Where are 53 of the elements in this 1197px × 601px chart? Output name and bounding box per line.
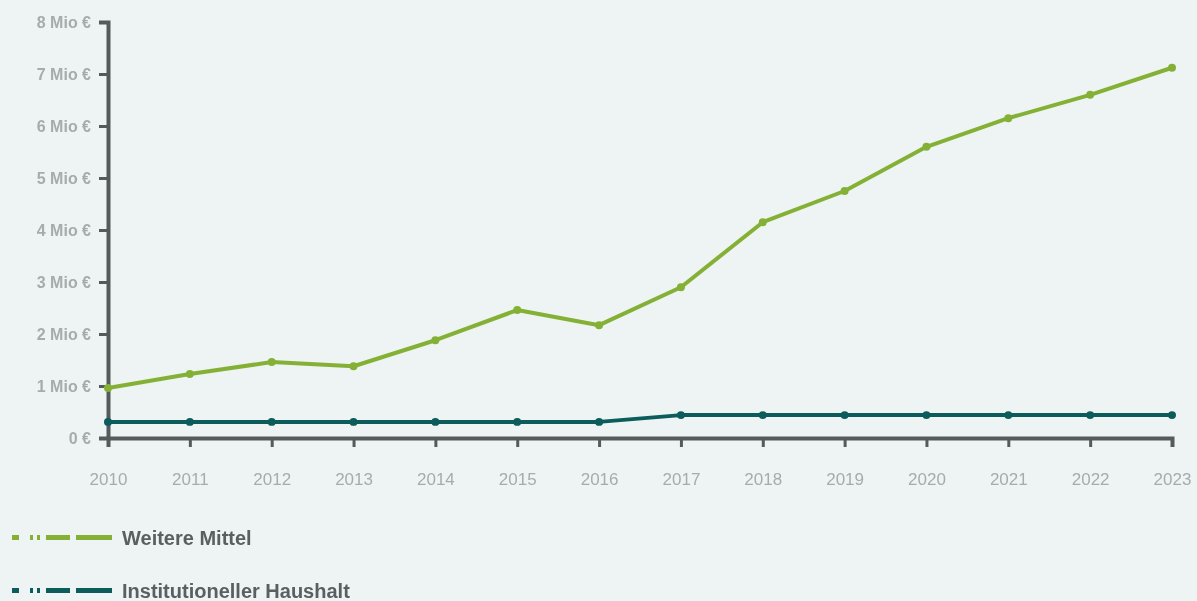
point bbox=[513, 417, 522, 426]
y-tick-label: 7 Mio € bbox=[36, 65, 92, 83]
point bbox=[922, 142, 931, 151]
x-tick-label: 2012 bbox=[253, 470, 292, 490]
point bbox=[431, 336, 440, 345]
point bbox=[104, 384, 112, 393]
y-tick-label: 5 Mio € bbox=[36, 169, 92, 187]
point bbox=[185, 370, 194, 379]
point bbox=[1004, 114, 1013, 123]
point bbox=[349, 417, 358, 426]
point bbox=[595, 321, 604, 330]
point bbox=[267, 358, 276, 367]
point bbox=[758, 411, 767, 420]
point bbox=[349, 362, 358, 371]
x-tick-label: 2023 bbox=[1153, 470, 1192, 490]
y-tick-label: 4 Mio € bbox=[36, 221, 92, 239]
x-tick-label: 2016 bbox=[580, 470, 619, 490]
legend-label: Weitere Mittel bbox=[122, 527, 252, 549]
y-tick-label: 8 Mio € bbox=[36, 13, 92, 31]
x-tick-label: 2018 bbox=[744, 470, 783, 490]
point bbox=[1168, 411, 1176, 420]
x-tick-label: 2021 bbox=[989, 470, 1028, 490]
x-tick-label: 2011 bbox=[172, 470, 209, 490]
point bbox=[267, 417, 276, 426]
y-tick-label: 3 Mio € bbox=[36, 273, 92, 291]
y-tick-label: 0 € bbox=[68, 429, 92, 447]
legend-label: Institutioneller Haushalt bbox=[122, 580, 351, 601]
point bbox=[595, 417, 604, 426]
point bbox=[676, 283, 685, 292]
y-tick-label: 2 Mio € bbox=[36, 325, 92, 343]
x-tick-label: 2019 bbox=[826, 470, 865, 490]
x-tick-label: 2015 bbox=[498, 470, 537, 490]
y-tick-label: 6 Mio € bbox=[36, 117, 92, 135]
x-tick-label: 2020 bbox=[908, 470, 946, 490]
x-tick-label: 2010 bbox=[89, 470, 128, 490]
x-tick-label: 2017 bbox=[662, 470, 701, 490]
y-tick-label: 1 Mio € bbox=[36, 377, 92, 395]
point bbox=[185, 417, 194, 426]
point bbox=[840, 411, 849, 420]
point bbox=[1168, 63, 1176, 72]
point bbox=[1004, 411, 1013, 420]
x-tick-label: 2014 bbox=[416, 470, 455, 490]
point bbox=[513, 306, 522, 315]
point bbox=[431, 417, 440, 426]
point bbox=[1086, 90, 1095, 99]
point bbox=[922, 411, 931, 420]
point bbox=[840, 187, 849, 195]
point bbox=[676, 411, 685, 420]
point bbox=[1086, 411, 1095, 420]
x-tick-label: 2022 bbox=[1071, 470, 1110, 490]
point bbox=[104, 417, 112, 426]
point bbox=[758, 218, 767, 227]
x-tick-label: 2013 bbox=[335, 470, 373, 490]
